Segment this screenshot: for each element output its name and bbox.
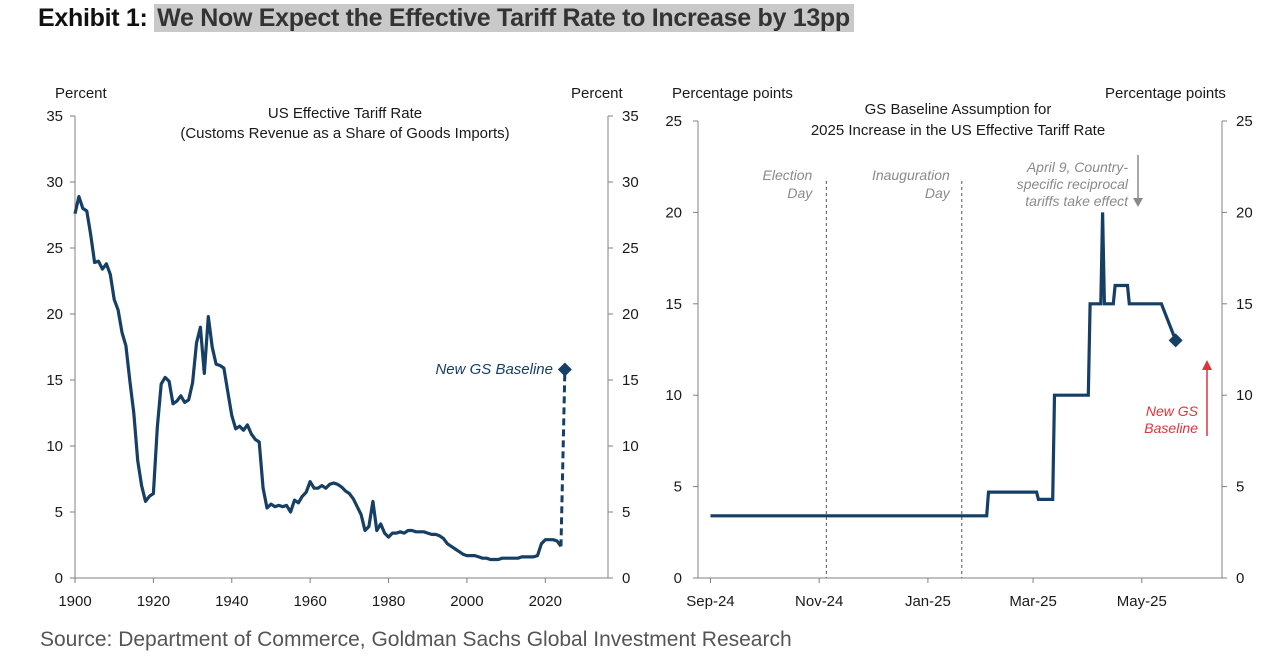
chart2-xtick-label: Mar-25: [1009, 593, 1057, 610]
chart1-ytick-label-right: 20: [622, 306, 639, 323]
chart1-xtick-label: 1960: [293, 593, 326, 610]
chart2-event-label: Election: [763, 167, 813, 183]
chart2-ytick-label-right: 10: [1236, 387, 1253, 404]
chart2-ytick-label-right: 5: [1236, 479, 1244, 496]
chart1-xtick-label: 1920: [137, 593, 170, 610]
chart2-ytick-label-right: 0: [1236, 570, 1244, 587]
chart1-ytick-label-left: 10: [46, 438, 63, 455]
chart2-ytick-label-right: 15: [1236, 296, 1253, 313]
chart2-april9-arrow-head: [1133, 198, 1143, 207]
chart1-ytick-label-left: 35: [46, 108, 63, 125]
chart2-ytick-label-left: 20: [665, 204, 682, 221]
chart1-xtick-label: 2000: [450, 593, 483, 610]
chart1-series-line: [73, 194, 563, 562]
exhibit-label: Exhibit 1:: [38, 4, 148, 32]
chart1-xtick-label: 1980: [372, 593, 405, 610]
chart2-ylabel-left: Percentage points: [672, 85, 793, 102]
chart1-title-line1: US Effective Tariff Rate: [268, 105, 422, 122]
chart2-ytick-label-right: 25: [1236, 113, 1253, 130]
chart1-xtick-label: 2020: [529, 593, 562, 610]
chart1-ytick-label-right: 25: [622, 240, 639, 257]
chart2-ytick-label-right: 20: [1236, 204, 1253, 221]
chart1-baseline-marker: [557, 362, 572, 377]
chart2-baseline-annotation: New GS: [1146, 403, 1199, 419]
chart1-ytick-label-right: 30: [622, 174, 639, 191]
chart1-baseline-annotation: New GS Baseline: [435, 361, 553, 378]
chart2-baseline-marker: [1168, 333, 1183, 348]
chart2-ytick-label-left: 10: [665, 387, 682, 404]
chart1-ylabel-right: Percent: [571, 85, 624, 102]
chart2-series-line: [710, 212, 1178, 518]
chart2-xtick-label: May-25: [1117, 593, 1167, 610]
chart2-event-label: Day: [925, 185, 951, 201]
chart2-ytick-label-left: 15: [665, 296, 682, 313]
chart1-ytick-label-left: 15: [46, 372, 63, 389]
chart1-ytick-label-right: 15: [622, 372, 639, 389]
chart2-baseline-annotation: Baseline: [1144, 420, 1198, 436]
chart1-ylabel-left: Percent: [55, 85, 108, 102]
chart1-ytick-label-right: 35: [622, 108, 639, 125]
chart2-april9-annotation: tariffs take effect: [1025, 193, 1129, 209]
chart1-ytick-label-right: 10: [622, 438, 639, 455]
chart2-title-line1: GS Baseline Assumption for: [865, 101, 1052, 118]
chart2-xtick-label: Nov-24: [795, 593, 843, 610]
chart1-ytick-label-right: 5: [622, 504, 630, 521]
chart1-ytick-label-right: 0: [622, 570, 630, 587]
chart2-ytick-label-left: 5: [674, 479, 682, 496]
chart1-ytick-label-left: 30: [46, 174, 63, 191]
exhibit-title-text: We Now Expect the Effective Tariff Rate …: [154, 4, 854, 32]
exhibit-title: Exhibit 1: We Now Expect the Effective T…: [38, 4, 854, 38]
chart1-title-line2: (Customs Revenue as a Share of Goods Imp…: [180, 125, 509, 142]
chart1-baseline-projection: [559, 369, 567, 547]
chart1-ytick-label-left: 0: [55, 570, 63, 587]
chart2-xtick-label: Jan-25: [905, 593, 951, 610]
chart2-ytick-label-left: 0: [674, 570, 682, 587]
chart2-event-label: Inauguration: [872, 167, 950, 183]
chart2-baseline-arrow-head: [1202, 360, 1212, 370]
chart2-xtick-label: Sep-24: [686, 593, 734, 610]
chart2-april9-annotation: April 9, Country-: [1026, 159, 1128, 175]
chart2-ytick-label-left: 25: [665, 113, 682, 130]
chart2-april9-annotation: specific reciprocal: [1017, 176, 1129, 192]
source-note: Source: Department of Commerce, Goldman …: [40, 628, 792, 651]
chart1-ytick-label-left: 5: [55, 504, 63, 521]
chart1-xtick-label: 1940: [215, 593, 248, 610]
chart1-xtick-label: 1900: [58, 593, 91, 610]
chart1-ytick-label-left: 25: [46, 240, 63, 257]
chart2-title-line2: 2025 Increase in the US Effective Tariff…: [811, 122, 1105, 139]
chart2-ylabel-right: Percentage points: [1105, 85, 1226, 102]
chart2-event-label: Day: [787, 185, 813, 201]
chart1-ytick-label-left: 20: [46, 306, 63, 323]
